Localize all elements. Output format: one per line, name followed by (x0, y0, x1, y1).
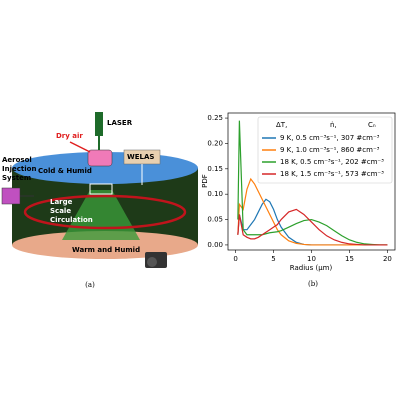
legend-label: 18 K, 1.5 cm⁻³s⁻¹, 573 #cm⁻³ (280, 170, 384, 178)
injector (1, 187, 21, 205)
legend-box (257, 116, 393, 184)
camera-lens (147, 257, 157, 267)
label: LASER (107, 119, 133, 127)
series-line (237, 177, 388, 246)
x-axis-label: Radius (μm) (290, 264, 333, 272)
chart: PDF Radius (μm) (b) 0.00 0.05 0.10 0.15 0.20… (201, 112, 396, 288)
y-tick-label: 0.15 (207, 165, 223, 173)
label: Injection (2, 165, 36, 173)
legend-header: ṅ, (330, 121, 337, 129)
legend-label: 18 K, 0.5 cm⁻³s⁻¹, 202 #cm⁻³ (280, 158, 384, 166)
label: Circulation (50, 216, 93, 224)
y-tick-label: 0.25 (207, 114, 223, 122)
label: WELAS (127, 153, 154, 161)
label: Aerosol (2, 156, 32, 164)
label: Warm and Humid (72, 246, 140, 254)
series-line (237, 198, 388, 246)
nozzle (87, 149, 113, 167)
y-axis-label: PDF (201, 174, 209, 188)
legend-header: Cₙ (368, 121, 376, 129)
view-box (89, 183, 113, 195)
caption: (a) (85, 281, 95, 289)
y-tick-label: 0.20 (207, 139, 223, 147)
circulation-arrow (23, 194, 187, 230)
x-tick-label: 20 (383, 255, 392, 263)
x-tick-label: 15 (345, 255, 354, 263)
label: Scale (50, 207, 71, 215)
label: Large (50, 198, 73, 206)
caption: (b) (308, 280, 318, 288)
y-tick-label: 0.05 (207, 216, 223, 224)
label: Cold & Humid (38, 167, 92, 175)
legend-label: 9 K, 1.0 cm⁻³s⁻¹, 860 #cm⁻³ (280, 146, 380, 154)
air-arrow (69, 141, 91, 153)
series-line (237, 208, 388, 246)
label: Dry air (56, 132, 83, 140)
y-tick-label: 0.00 (207, 241, 223, 249)
x-tick-label: 10 (307, 255, 316, 263)
legend-label: 9 K, 0.5 cm⁻³s⁻¹, 307 #cm⁻³ (280, 134, 380, 142)
diagram: LASER Dry air WELAS Cold & Humid Aerosol… (1, 112, 198, 289)
laser-body (95, 112, 103, 136)
x-tick-label: 5 (271, 255, 275, 263)
x-tick-label: 0 (233, 255, 237, 263)
legend-header: ΔT, (276, 121, 287, 129)
y-tick-label: 0.10 (207, 190, 223, 198)
series-line (237, 120, 388, 246)
label: System (2, 174, 31, 182)
